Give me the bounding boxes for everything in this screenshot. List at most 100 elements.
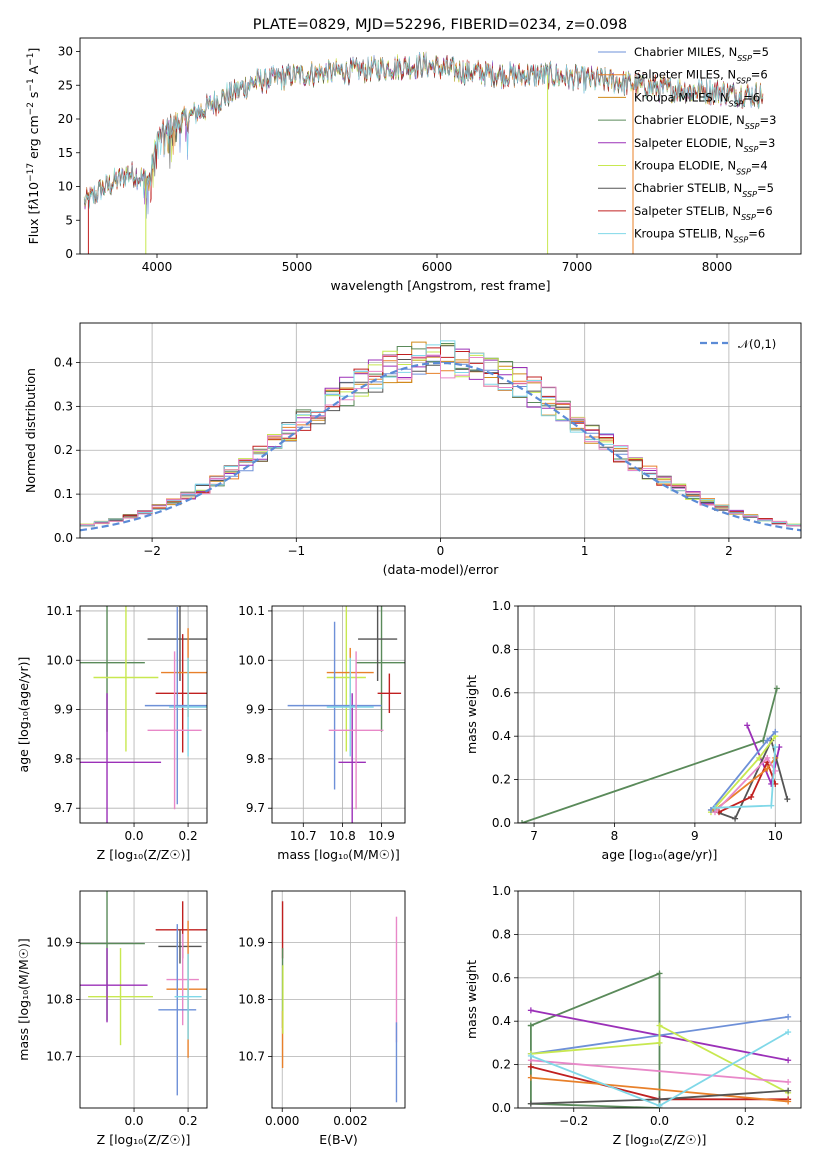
y-axis-label: Normed distribution <box>23 368 38 493</box>
legend-label: Salpeter MILES, NSSP=6 <box>634 68 768 86</box>
mass-weight-vs-metallicity-panel: −0.2 0.0 0.2 0.0 0.2 0.4 0.6 0.8 1.0 Z [log₁₀(Z/Z… <box>464 884 802 1147</box>
legend-label-sub: SSP <box>736 167 751 176</box>
x-axis-label: E(B-V) <box>319 1132 358 1147</box>
residuals-histogram-panel: −2 −1 0 1 2 0.0 0.1 0.2 0.3 0.4 (data-model)/error… <box>23 322 802 577</box>
x-tick-label: 0.2 <box>179 829 198 843</box>
x-tick-label: 0.0 <box>124 829 143 843</box>
y-axis-label-part: s <box>26 92 41 103</box>
plot-area <box>83 51 764 254</box>
legend-label: Kroupa ELODIE, NSSP=4 <box>634 159 768 177</box>
spectrum-line-kroupa-stelib <box>83 51 764 209</box>
spectrum-title: PLATE=0829, MJD=52296, FIBERID=0234, z=0… <box>253 17 627 33</box>
y-tick-label: 10.7 <box>238 1050 265 1064</box>
y-axis-label-part: 10 <box>26 182 41 198</box>
y-tick-label: 9.8 <box>54 752 73 766</box>
x-axis-label: Z [log₁₀(Z/Z☉)] <box>97 1132 191 1147</box>
x-tick-label: −0.2 <box>559 1114 588 1128</box>
legend-label-sub: SSP <box>729 99 744 108</box>
y-tick-label: 10.1 <box>238 604 265 618</box>
age-vs-mass-panel: 10.7 10.8 10.9 9.7 9.8 9.9 10.0 10.1 mass [log₁₀… <box>238 604 406 862</box>
x-axis-label: mass [log₁₀(M/M☉)] <box>277 847 399 862</box>
legend-label-text: Chabrier STELIB, N <box>634 181 742 195</box>
plot-area <box>80 891 207 1096</box>
y-tick-label: 0.8 <box>492 927 511 941</box>
y-tick-label: 10.9 <box>238 935 265 949</box>
legend-label-count: =6 <box>751 68 768 82</box>
x-tick-label: 10.8 <box>329 829 356 843</box>
legend-label-count: =6 <box>748 227 765 241</box>
histogram-step-pink <box>80 354 801 527</box>
weight-line-kroupa-elodie <box>530 1024 789 1094</box>
legend-label-sub: SSP <box>742 190 757 199</box>
y-tick-label: 1.0 <box>492 884 511 898</box>
x-tick-label: 5000 <box>282 260 313 274</box>
axes-frame <box>79 605 208 824</box>
y-tick-label: 9.8 <box>246 752 265 766</box>
plot-area <box>527 970 792 1108</box>
x-axis-label: (data-model)/error <box>383 562 500 577</box>
y-axis-label-part: ] <box>26 48 41 53</box>
mass-vs-ebv-panel: 0.000 0.002 10.7 10.8 10.9 E(B-V) <box>238 890 406 1147</box>
y-tick-label: 10.8 <box>46 993 73 1007</box>
weight-line-salpeter-stelib <box>718 759 777 813</box>
y-axis-label-part: A <box>26 65 41 78</box>
legend-label-count: =3 <box>758 136 775 150</box>
axes-frame <box>517 890 802 1109</box>
axes-frame <box>271 605 406 824</box>
y-tick-label: 25 <box>58 78 73 92</box>
y-tick-label: 0.1 <box>54 487 73 501</box>
y-tick-label: 0.6 <box>492 971 511 985</box>
y-tick-label: 0.4 <box>492 729 511 743</box>
legend-label: Kroupa MILES, NSSP=6 <box>634 90 760 108</box>
legend-label-text: Chabrier ELODIE, N <box>634 113 745 127</box>
legend-label-sub: SSP <box>734 235 749 244</box>
normal-curve <box>80 361 801 532</box>
y-axis-label-part: Flux [f <box>26 205 41 245</box>
y-axis-label-part: −1 <box>26 52 36 65</box>
legend-label-text: Kroupa MILES, N <box>634 90 729 104</box>
y-axis-label-part: λ <box>26 198 41 206</box>
y-tick-label: 0.2 <box>492 773 511 787</box>
x-tick-label: 4000 <box>142 260 173 274</box>
legend-label-text: Salpeter ELODIE, N <box>634 136 744 150</box>
x-tick-label: 0.2 <box>736 1114 755 1128</box>
x-tick-label: 1 <box>581 544 589 558</box>
legend-label-text: Salpeter MILES, N <box>634 68 736 82</box>
legend-label-sub: SSP <box>744 144 759 153</box>
y-axis-label-part: −1 <box>26 78 36 91</box>
axes-frame <box>79 322 802 539</box>
legend-label: Salpeter STELIB, NSSP=6 <box>634 204 773 222</box>
x-axis-label: age [log₁₀(age/yr)] <box>602 847 718 862</box>
legend-label-sub: SSP <box>737 54 752 63</box>
legend-label: 𝒩(0,1) <box>738 337 776 351</box>
y-tick-label: 9.9 <box>246 703 265 717</box>
x-axis-label: Z [log₁₀(Z/Z☉)] <box>613 1132 707 1147</box>
y-tick-label: 5 <box>65 213 73 227</box>
x-tick-label: 8000 <box>702 260 733 274</box>
y-tick-label: 0.0 <box>54 531 73 545</box>
x-axis-label: Z [log₁₀(Z/Z☉)] <box>97 847 191 862</box>
y-tick-label: 0.0 <box>492 1101 511 1115</box>
y-tick-label: 20 <box>58 112 73 126</box>
histogram-step-kroupa-stelib <box>80 340 801 526</box>
x-tick-label: 10 <box>768 829 783 843</box>
y-tick-label: 0.8 <box>492 642 511 656</box>
spectrum-panel: 4000 5000 6000 7000 8000 0 5 10 15 20 25 30 waveleng… <box>26 37 802 293</box>
age-vs-metallicity-panel: 0.0 0.2 9.7 9.8 9.9 10.0 10.1 Z [log₁₀(Z/Z☉)] ag… <box>16 604 208 862</box>
plot-area <box>519 685 791 823</box>
legend-label-text: Chabrier MILES, N <box>634 45 737 59</box>
axes-frame <box>517 605 802 824</box>
axes-frame <box>271 890 406 1109</box>
plot-area <box>281 901 398 1103</box>
axes-frame <box>79 37 802 255</box>
x-tick-label: 9 <box>691 829 699 843</box>
x-tick-label: 0 <box>437 544 445 558</box>
histogram-step-chabrier-stelib <box>80 345 801 527</box>
mass-weight-vs-age-panel: 7 8 9 10 0.0 0.2 0.4 0.6 0.8 1.0 age [log₁₀(age/yr… <box>464 599 802 862</box>
x-tick-label: 10.9 <box>368 829 395 843</box>
x-tick-label: 0.0 <box>124 1114 143 1128</box>
y-axis-label: age [log₁₀(age/yr)] <box>16 657 31 773</box>
plot-area <box>80 606 207 823</box>
x-tick-label: 2 <box>725 544 733 558</box>
